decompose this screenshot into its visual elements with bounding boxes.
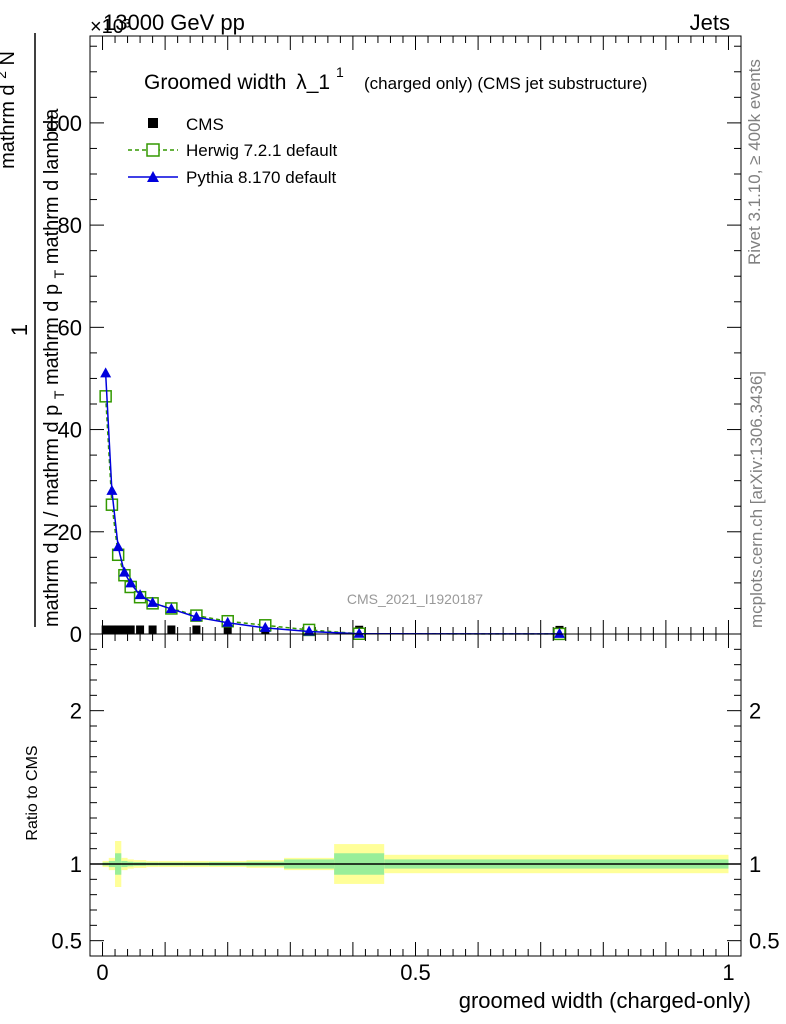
mcplots-label: mcplots.cern.ch [arXiv:1306.3436] [747, 371, 766, 628]
pythia-data-point [100, 367, 112, 378]
analysis-watermark: CMS_2021_I1920187 [347, 591, 483, 607]
cms-data-point [107, 625, 116, 634]
y-label-top: mathrm d 2 N [0, 51, 19, 169]
herwig-data-point [105, 498, 119, 511]
ratio-tick-label-right: 1 [749, 852, 761, 877]
y-tick-label: 0 [70, 622, 82, 647]
y-tick-label: 60 [58, 315, 82, 340]
cms-data-point [136, 625, 145, 634]
legend-herwig-label: Herwig 7.2.1 default [186, 141, 337, 160]
ratio-frame [89, 633, 742, 957]
legend-pythia-label: Pythia 8.170 default [186, 168, 337, 187]
series-layer [99, 367, 566, 641]
pythia-data-point [106, 484, 118, 495]
cms-data-point [120, 625, 129, 634]
cms-data-point [101, 625, 110, 634]
herwig-data-point [99, 390, 112, 403]
y-den-sub-0: T [51, 390, 67, 399]
svg-text:Groomed width λ_1: Groomed width λ_1 1 [144, 64, 344, 94]
title-lambda: λ_1 [296, 71, 330, 94]
pythia-data-point [222, 616, 234, 627]
ratio-x-axis: 0 0.5 1 [96, 634, 735, 985]
beam-label: 13000 GeV pp [103, 10, 245, 35]
chart-title: Groomed width λ_1 1 (charged only) (CMS … [144, 64, 647, 94]
y-den-sub-1: T [51, 269, 67, 278]
pythia-data-point [134, 589, 146, 600]
ratio-tick-label-left: 0.5 [51, 929, 82, 954]
y-top-sup: 2 [0, 71, 9, 79]
ratio-tick-label-right: 2 [749, 699, 761, 724]
rivet-label: Rivet 3.1.10, ≥ 400k events [745, 59, 764, 265]
title-rest: (charged only) (CMS jet substructure) [364, 74, 647, 93]
y-den-part-2: mathrm d lambda [41, 108, 63, 264]
y-tick-label: 40 [58, 418, 82, 443]
legend-cms-label: CMS [186, 115, 224, 134]
y-tick-label: 80 [58, 213, 82, 238]
series-line-1 [104, 396, 560, 635]
y-label-numerator: 1 [7, 324, 32, 336]
ratio-y-label: Ratio to CMS [24, 745, 41, 840]
cms-data-point [148, 625, 157, 634]
legend-cms-marker [148, 118, 158, 128]
pythia-data-point [118, 566, 130, 577]
y-scale-exponent: ×10³ [90, 16, 131, 38]
legend-pythia-marker [147, 171, 159, 182]
pythia-data-point [165, 602, 177, 613]
y-den-part-0: mathrm d N / mathrm d p [41, 405, 63, 627]
cms-data-point [167, 625, 176, 634]
pythia-data-point [259, 621, 271, 632]
pythia-data-point [353, 627, 365, 638]
pythia-data-point [303, 625, 315, 636]
ratio-tick-label-right: 0.5 [749, 929, 780, 954]
pythia-data-point [553, 627, 565, 638]
y-top-part-1: N [0, 51, 19, 65]
title-sup: 1 [336, 64, 344, 80]
pythia-data-point [125, 577, 137, 588]
y-tick-label: 100 [45, 111, 82, 136]
pythia-data-point [190, 611, 202, 622]
y-label-denominator: mathrm d N / mathrm d p T mathrm d p T m… [41, 108, 69, 627]
y-top-part-0: mathrm d [0, 84, 19, 168]
pythia-data-point [147, 596, 159, 607]
main-y-axis: 0 20 40 60 80 100 [45, 45, 741, 647]
y-axis-label: 1 mathrm d N / mathrm d p T mathrm d p T… [0, 33, 69, 627]
title-main: Groomed width [144, 71, 286, 94]
cms-data-point [126, 625, 135, 634]
y-den-part-1: mathrm d p [41, 284, 63, 385]
cms-data-point [223, 625, 232, 634]
ratio-tick-label-left: 1 [70, 852, 82, 877]
main-x-ticks [102, 36, 729, 634]
y-tick-label: 20 [58, 520, 82, 545]
ratio-y-axis: 0.5 0.5 1 1 2 2 [51, 648, 780, 954]
series-line-2 [104, 373, 560, 635]
x-tick-label: 0 [96, 960, 108, 985]
pythia-data-point [112, 541, 124, 552]
cms-data-point [114, 625, 123, 634]
legend-herwig-marker [146, 143, 160, 157]
x-tick-label: 0.5 [400, 960, 431, 985]
process-label: Jets [690, 10, 730, 35]
legend: CMS Herwig 7.2.1 default Pythia 8.170 de… [128, 115, 337, 187]
x-tick-label: 1 [722, 960, 734, 985]
cms-data-point [192, 625, 201, 634]
ratio-tick-label-left: 2 [70, 699, 82, 724]
x-axis-label: groomed width (charged-only) [459, 988, 751, 1013]
